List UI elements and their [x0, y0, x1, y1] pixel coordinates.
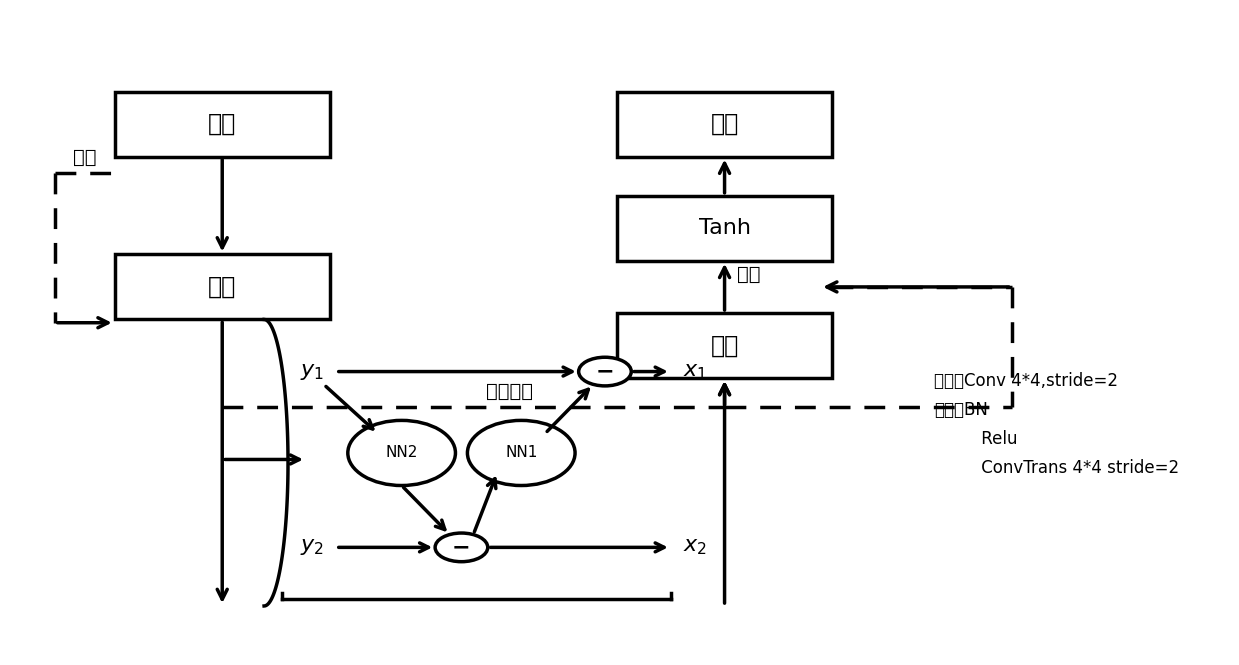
Ellipse shape — [348, 420, 456, 485]
Text: 编码: 编码 — [208, 275, 237, 299]
FancyBboxPatch shape — [617, 196, 833, 261]
Text: $x_1$: $x_1$ — [683, 362, 706, 382]
FancyBboxPatch shape — [114, 92, 330, 157]
Text: −: − — [452, 537, 471, 557]
Text: $y_1$: $y_1$ — [300, 362, 323, 382]
Text: $x_2$: $x_2$ — [683, 537, 706, 557]
Text: −: − — [596, 362, 615, 382]
Circle shape — [579, 357, 632, 386]
Text: NN2: NN2 — [385, 446, 418, 460]
Circle shape — [435, 533, 488, 562]
Text: 解码: 解码 — [710, 334, 738, 358]
FancyBboxPatch shape — [617, 313, 833, 378]
Text: 相加: 相加 — [736, 265, 760, 284]
FancyBboxPatch shape — [114, 255, 330, 319]
Text: 输入: 输入 — [208, 112, 237, 136]
Text: $y_2$: $y_2$ — [300, 537, 323, 557]
Text: Tanh: Tanh — [699, 218, 751, 238]
Ellipse shape — [467, 420, 575, 485]
Text: 输出: 输出 — [710, 112, 738, 136]
FancyBboxPatch shape — [617, 92, 833, 157]
Text: NN1: NN1 — [506, 446, 538, 460]
Text: 编码：Conv 4*4,stride=2
解码：BN
         Relu
         ConvTrans 4*4 stride=2: 编码：Conv 4*4,stride=2 解码：BN Relu ConvTran… — [934, 372, 1180, 477]
Text: 相加: 相加 — [73, 148, 97, 166]
Text: 特征级联: 特征级联 — [486, 382, 533, 401]
